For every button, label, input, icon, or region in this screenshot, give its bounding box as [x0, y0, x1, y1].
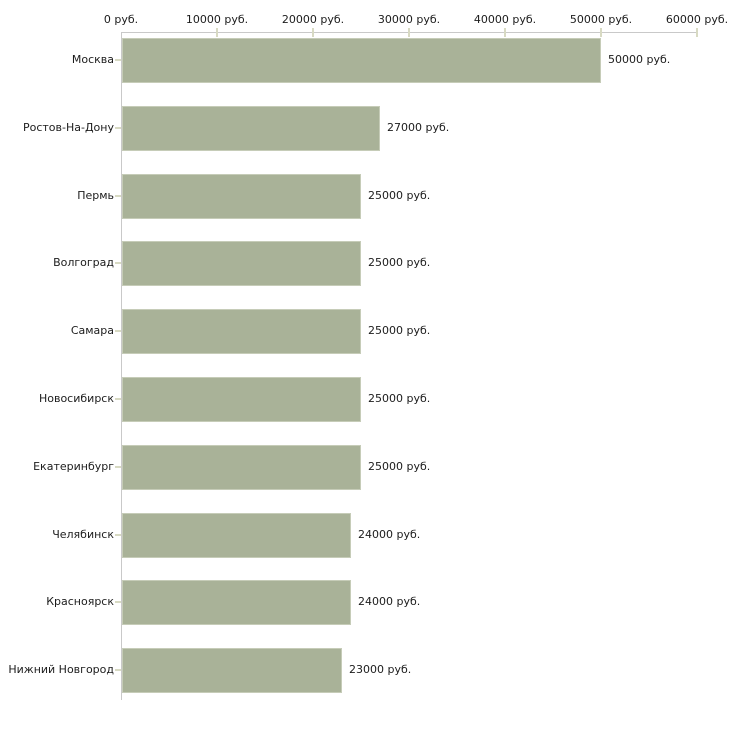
category-label: Волгоград: [53, 256, 114, 269]
x-tick-label: 10000 руб.: [185, 13, 249, 26]
bar: [122, 106, 380, 151]
y-tick-mark: [115, 601, 121, 603]
value-label: 23000 руб.: [349, 663, 412, 676]
x-tick-mark: [600, 28, 602, 37]
category-label: Красноярск: [46, 595, 114, 608]
y-tick-mark: [115, 466, 121, 468]
bar: [122, 648, 342, 693]
y-tick-mark: [115, 262, 121, 264]
x-tick-label: 20000 руб.: [281, 13, 345, 26]
value-label: 25000 руб.: [368, 324, 431, 337]
y-axis-line: [121, 32, 122, 700]
x-tick-mark: [504, 28, 506, 37]
y-tick-mark: [115, 330, 121, 332]
value-label: 25000 руб.: [368, 460, 431, 473]
x-tick-label: 60000 руб.: [665, 13, 729, 26]
category-label: Екатеринбург: [33, 460, 114, 473]
category-label: Пермь: [77, 189, 114, 202]
bar: [122, 38, 601, 83]
value-label: 25000 руб.: [368, 189, 431, 202]
bar: [122, 309, 361, 354]
y-tick-mark: [115, 669, 121, 671]
value-label: 24000 руб.: [358, 528, 421, 541]
bar: [122, 445, 361, 490]
bar: [122, 241, 361, 286]
y-tick-mark: [115, 398, 121, 400]
x-tick-mark: [408, 28, 410, 37]
x-tick-mark: [312, 28, 314, 37]
category-label: Ростов-На-Дону: [22, 121, 114, 134]
x-tick-mark: [216, 28, 218, 37]
category-label: Самара: [70, 324, 114, 337]
x-tick-label: 40000 руб.: [473, 13, 537, 26]
bar: [122, 513, 351, 558]
x-tick-label: 0 руб.: [103, 13, 139, 26]
bar: [122, 174, 361, 219]
value-label: 24000 руб.: [358, 595, 421, 608]
x-tick-label: 50000 руб.: [569, 13, 633, 26]
bar: [122, 377, 361, 422]
bar: [122, 580, 351, 625]
value-label: 25000 руб.: [368, 256, 431, 269]
y-tick-mark: [115, 127, 121, 129]
value-label: 25000 руб.: [368, 392, 431, 405]
y-tick-mark: [115, 534, 121, 536]
category-label: Челябинск: [52, 528, 114, 541]
y-tick-mark: [115, 59, 121, 61]
value-label: 27000 руб.: [387, 121, 450, 134]
x-tick-mark: [696, 28, 698, 37]
x-tick-label: 30000 руб.: [377, 13, 441, 26]
category-label: Новосибирск: [38, 392, 114, 405]
category-label: Нижний Новгород: [8, 663, 114, 676]
category-label: Москва: [71, 53, 114, 66]
y-tick-mark: [115, 195, 121, 197]
value-label: 50000 руб.: [608, 53, 671, 66]
